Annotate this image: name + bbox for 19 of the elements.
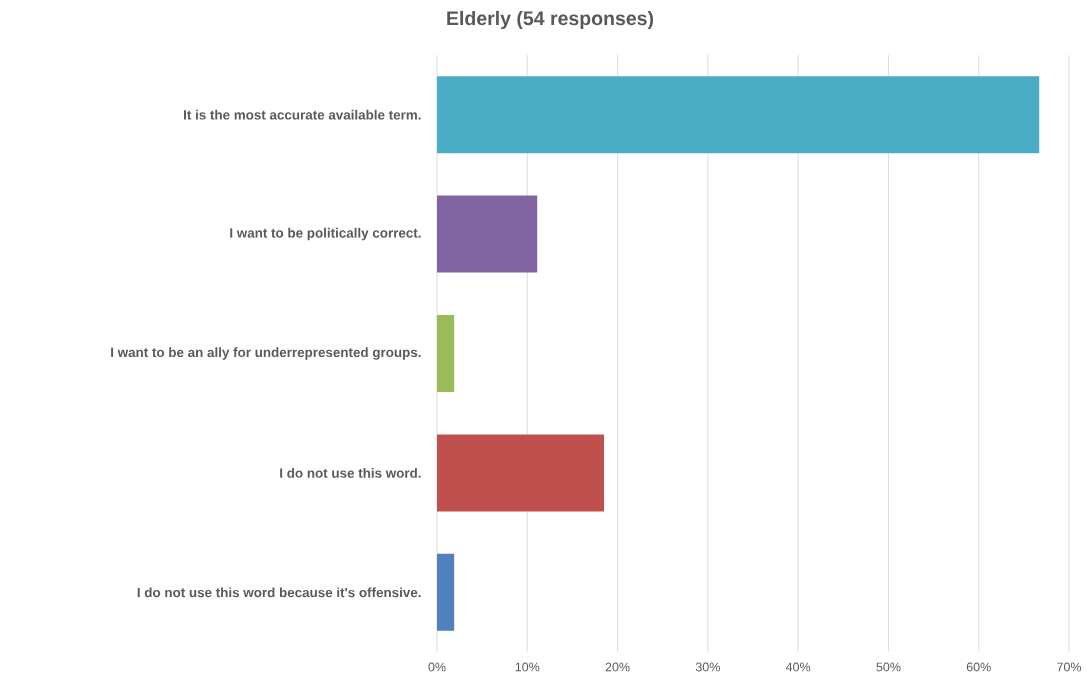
x-tick-label: 40% [785, 662, 811, 672]
y-tick-label: I do not use this word because it's offensive. [137, 587, 421, 598]
x-tick-label: 30% [695, 662, 720, 672]
x-tick-label: 70% [1057, 662, 1082, 672]
chart-title: Elderly (54 responses) [447, 10, 654, 30]
bar [437, 76, 1040, 154]
y-tick-label: I do not use this word. [280, 467, 421, 478]
bar [437, 553, 455, 631]
bar [437, 195, 538, 273]
y-tick-label: I want to be politically correct. [230, 227, 421, 241]
x-tick-label: 10% [515, 662, 540, 672]
bar [437, 315, 455, 393]
x-tick-label: 50% [876, 662, 901, 672]
x-tick-label: 60% [966, 662, 991, 672]
x-tick-label: 0% [428, 662, 446, 672]
bar [437, 434, 605, 512]
y-tick-label: It is the most accurate available term. [184, 109, 421, 120]
y-tick-label: I want to be an ally for underrepresented groups. [111, 347, 421, 360]
x-tick-label: 20% [605, 662, 630, 672]
